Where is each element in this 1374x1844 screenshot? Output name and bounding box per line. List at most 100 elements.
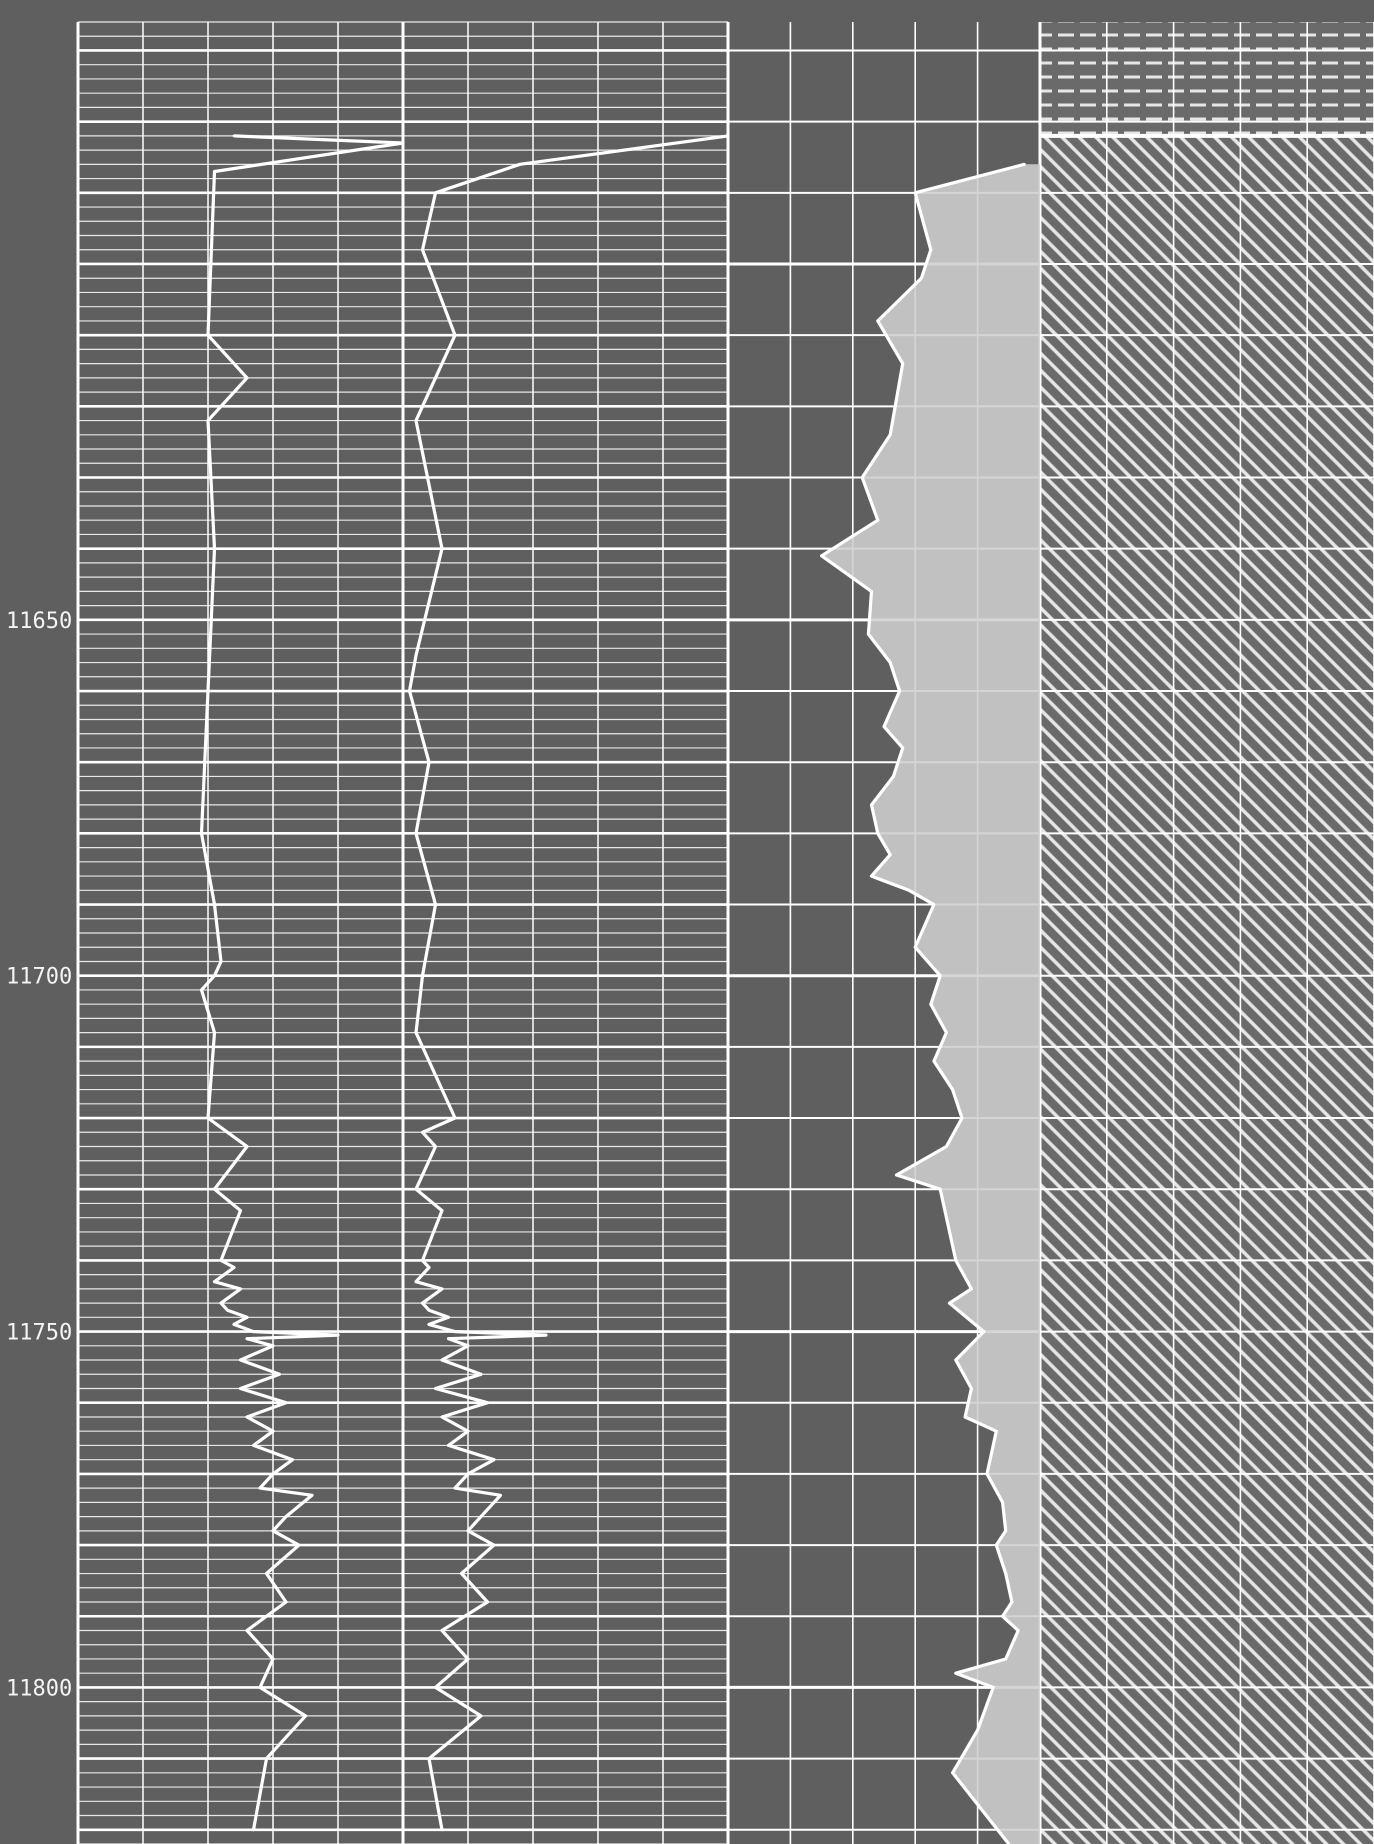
series-2-point (544, 1333, 548, 1337)
series-1-point (278, 1372, 281, 1376)
series-2-point (518, 162, 522, 166)
series-2-point (434, 903, 437, 906)
series-2-point (466, 1657, 470, 1661)
depth-tick-label: 11750 (6, 1321, 72, 1346)
track-3-pattern-lower (1040, 135, 1374, 1844)
series-2-point (427, 1323, 431, 1326)
series-2-point (427, 1757, 431, 1760)
series-3-point (898, 689, 901, 693)
series-2-point (440, 1287, 444, 1291)
series-1-point (245, 1145, 249, 1148)
series-1-line (199, 134, 405, 1831)
series-3-point (948, 1301, 951, 1305)
series-2-point (440, 1358, 444, 1362)
series-2-point (440, 547, 444, 551)
series-1-point (252, 1444, 255, 1447)
series-1-point (206, 689, 210, 693)
series-1-point (271, 1429, 275, 1433)
series-1-point (265, 1757, 268, 1760)
series-2-point (726, 134, 730, 138)
series-2-point (414, 1031, 418, 1034)
series-3-point (1010, 1600, 1014, 1604)
series-2-point (466, 1344, 470, 1348)
series-3-point (876, 832, 880, 835)
depth-tick-label: 11800 (6, 1676, 72, 1701)
series-2-point (414, 1280, 418, 1284)
series-3-point (888, 661, 892, 664)
series-1-point (206, 1116, 210, 1120)
series-3-point (982, 1330, 986, 1333)
series-1-point (245, 1337, 249, 1341)
series-3-point (938, 1187, 942, 1191)
series-3-point (888, 853, 892, 857)
series-3-point (913, 945, 917, 949)
series-3-point (1001, 1501, 1004, 1504)
series-2-point (447, 1337, 450, 1341)
series-2-point (466, 1529, 470, 1533)
series-3-point (954, 1358, 958, 1362)
series-3-point (976, 1728, 979, 1732)
series-2-point (427, 1308, 431, 1312)
series-1-point (213, 974, 216, 978)
series-1-point (271, 1344, 275, 1348)
series-2-point (479, 1515, 483, 1518)
series-3-point (901, 362, 905, 365)
curves (199, 134, 1040, 1844)
series-2-point (492, 1458, 496, 1462)
series-3-point (913, 191, 917, 195)
series-2-point (421, 1130, 424, 1134)
depth-axis: 11650 11700 11750 11800 (6, 609, 72, 1702)
series-1-point (252, 1330, 255, 1333)
series-3-point (901, 746, 905, 750)
track-3 (1038, 22, 1374, 1844)
series-2-point (434, 1387, 437, 1390)
series-1-point (206, 333, 210, 337)
series-2-point (447, 1315, 450, 1319)
series-3-point (951, 1771, 954, 1775)
series-3-point (888, 433, 892, 437)
series-3-point (895, 1173, 898, 1177)
series-3-point (1004, 1657, 1008, 1661)
series-1-point (226, 1308, 229, 1312)
series-3-point (1016, 1629, 1020, 1632)
series-2-point (427, 1266, 431, 1269)
series-2-point (492, 1543, 496, 1547)
series-1-point (271, 1472, 275, 1476)
series-1-point (219, 960, 223, 963)
series-1-point (336, 1333, 340, 1337)
series-1-point (245, 1629, 249, 1632)
series-1-point (284, 1600, 288, 1604)
series-1-point (245, 376, 249, 380)
series-2-point (499, 1493, 502, 1497)
series-3-point (1001, 1614, 1004, 1618)
series-3-shaded-area (821, 164, 1040, 1844)
series-3-point (876, 319, 880, 323)
series-1-point (401, 141, 405, 145)
series-2-line (407, 134, 729, 1831)
series-3-point (960, 1116, 964, 1120)
series-3-point (970, 1287, 973, 1291)
series-1-point (206, 419, 210, 422)
series-2-point (479, 1714, 483, 1718)
depth-tick-label: 11650 (6, 609, 72, 634)
series-2-point (414, 1187, 418, 1191)
series-2-point (486, 1600, 489, 1604)
series-1-point (213, 903, 216, 906)
series-3-point (1004, 1572, 1008, 1575)
series-2-point (414, 419, 418, 422)
series-3-point (882, 725, 886, 728)
series-1-point (200, 832, 203, 835)
series-3-point (860, 476, 864, 479)
series-3-point (932, 1059, 936, 1063)
series-2-point (440, 1415, 444, 1419)
series-3-point (994, 1429, 998, 1433)
series-2-point (421, 1301, 424, 1305)
series-3-point (929, 1002, 933, 1006)
series-2-point (453, 333, 457, 337)
series-1-point (219, 1301, 223, 1305)
series-1-point (304, 1714, 307, 1718)
series-1-point (258, 1486, 262, 1490)
series-1-point (239, 1209, 242, 1212)
series-1-point (239, 1287, 242, 1291)
series-1-point (271, 1529, 275, 1533)
